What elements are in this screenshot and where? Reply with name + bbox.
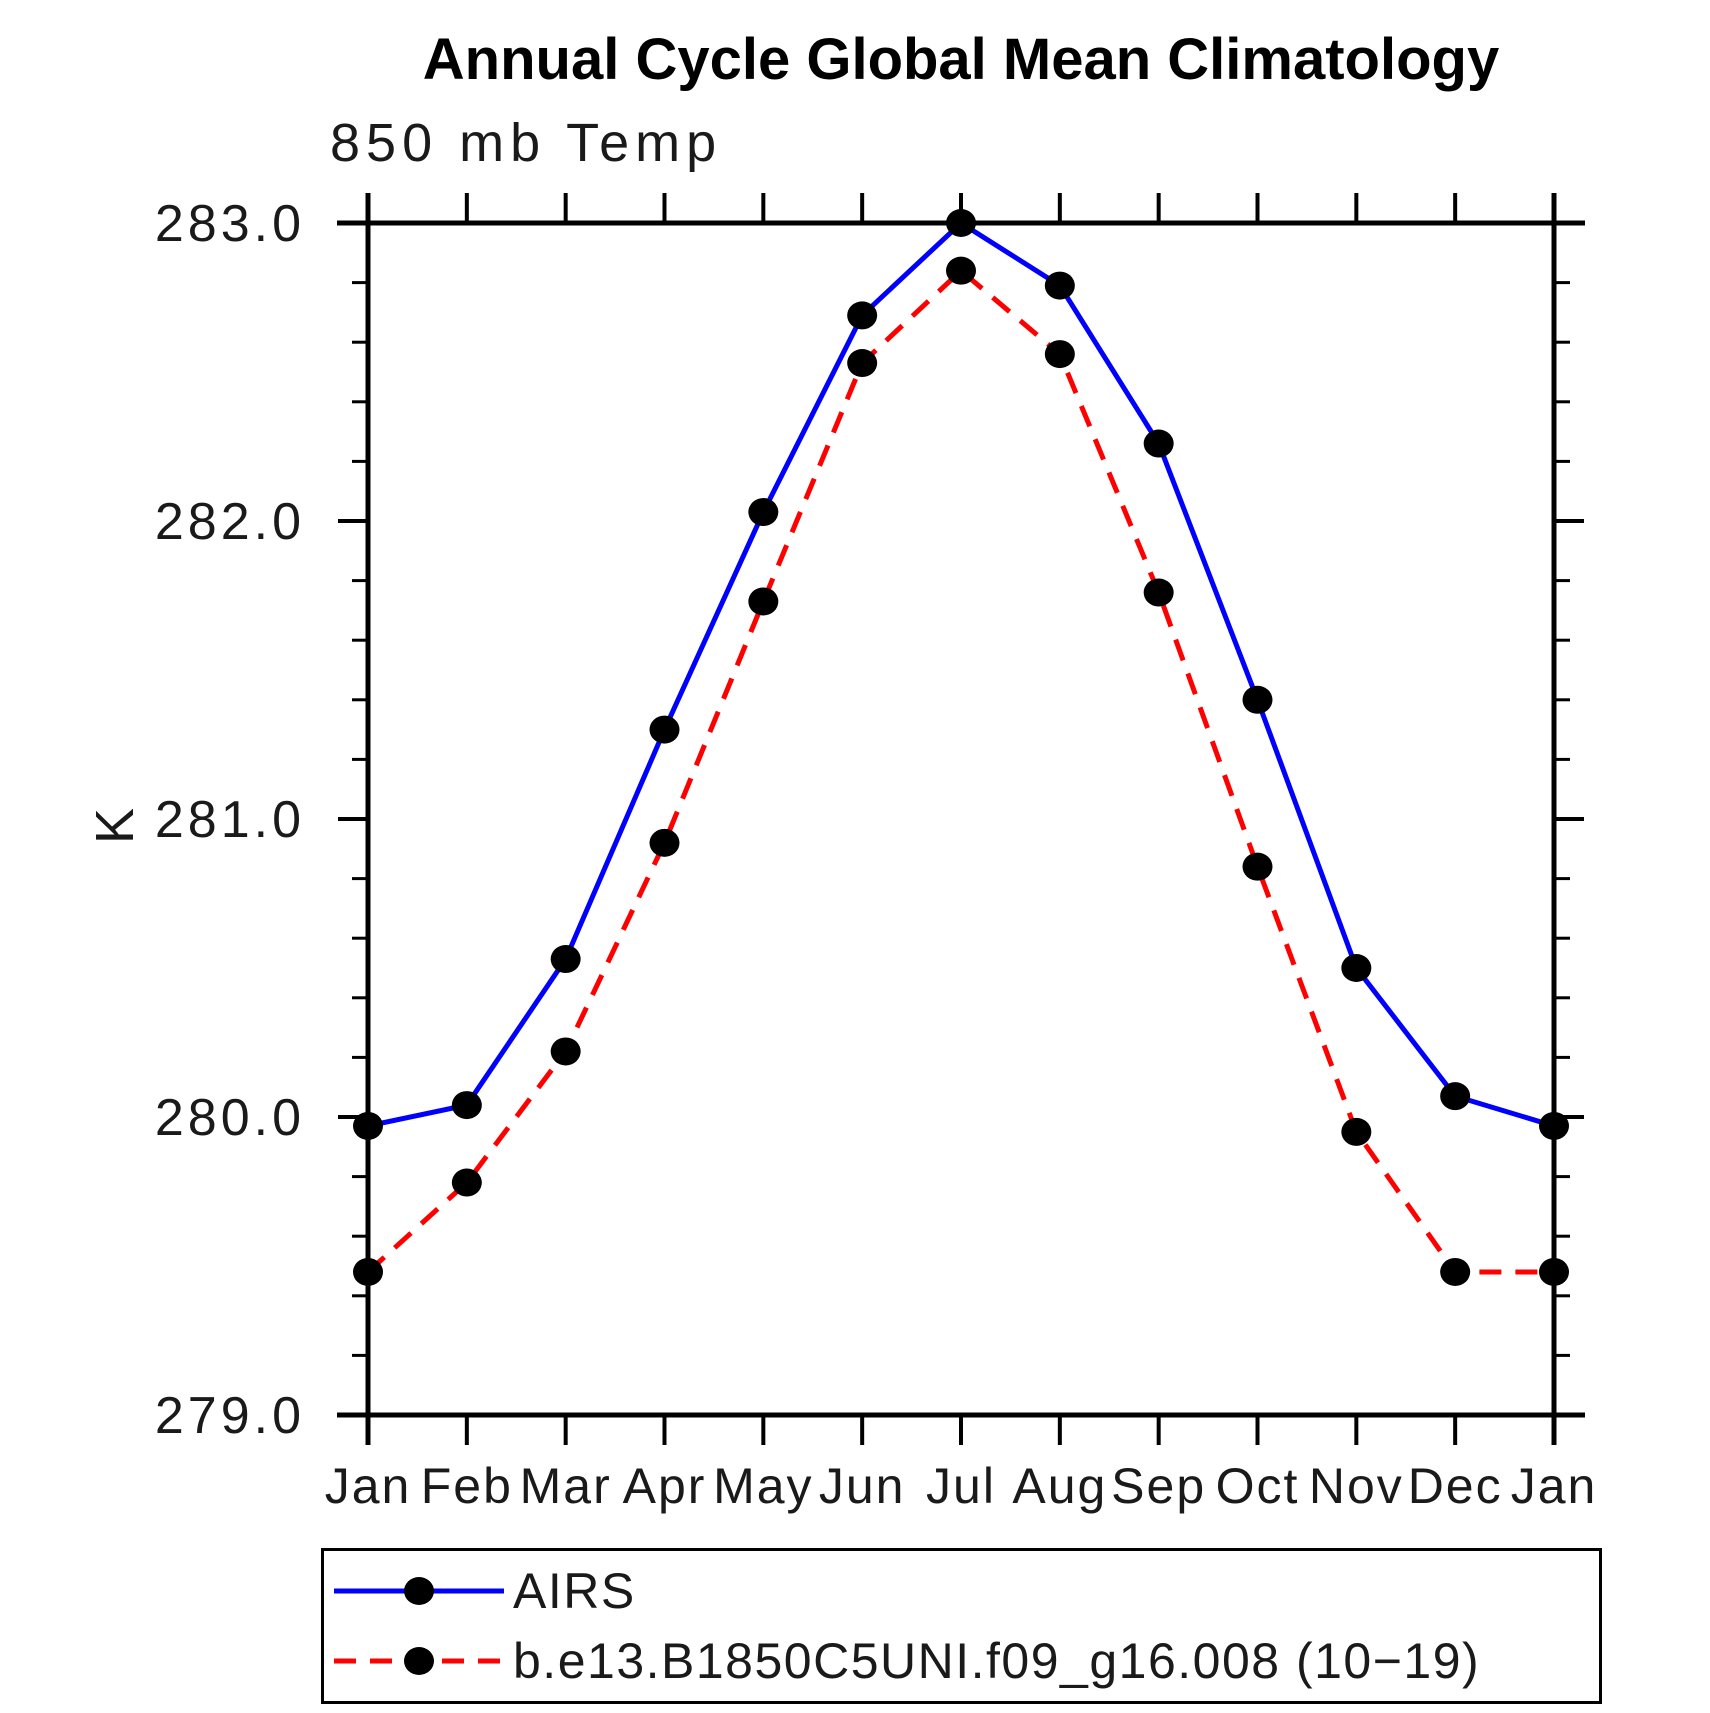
data-point-marker xyxy=(847,301,878,330)
y-tick-label: 280.0 xyxy=(155,1089,305,1147)
x-tick-label: Jul xyxy=(926,1458,996,1514)
data-point-marker xyxy=(649,715,680,744)
series-line-1 xyxy=(366,267,1554,1275)
legend-label-airs: AIRS xyxy=(513,1563,636,1619)
data-point-marker xyxy=(1044,340,1075,369)
legend: AIRS b.e13.B1850C5UNI.f09_g16.008 (10−19… xyxy=(321,1548,1602,1704)
y-tick-label: 283.0 xyxy=(155,195,305,253)
x-tick-label: Apr xyxy=(623,1458,707,1514)
y-tick-label: 281.0 xyxy=(155,791,305,849)
data-point-marker xyxy=(946,209,976,237)
data-point-marker xyxy=(1143,578,1174,607)
legend-row-airs: AIRS xyxy=(331,1560,1599,1622)
data-point-marker xyxy=(748,587,779,616)
x-tick-label: Jan xyxy=(1511,1458,1598,1514)
data-point-marker xyxy=(1539,1111,1569,1140)
data-point-marker xyxy=(451,1168,482,1197)
data-point-marker xyxy=(1242,852,1273,881)
x-tick-label: Dec xyxy=(1408,1458,1503,1514)
legend-sample-model-line xyxy=(334,1647,504,1675)
data-point-marker xyxy=(1341,954,1372,982)
data-point-marker xyxy=(1242,685,1273,714)
chart-subtitle: 850 mb Temp xyxy=(330,113,723,173)
x-tick-label: Mar xyxy=(520,1458,612,1514)
x-tick-label: Aug xyxy=(1012,1458,1107,1514)
x-tick-label: Jan xyxy=(325,1458,412,1514)
chart-title: Annual Cycle Global Mean Climatology xyxy=(422,27,1500,92)
y-tick-label: 279.0 xyxy=(155,1387,305,1445)
series-line-0 xyxy=(367,219,1555,1129)
data-point-marker xyxy=(1440,1257,1471,1286)
data-point-marker xyxy=(550,1037,581,1066)
y-tick-label: 282.0 xyxy=(155,493,305,551)
data-point-marker xyxy=(1539,1257,1569,1286)
legend-marker xyxy=(404,1647,434,1675)
legend-marker xyxy=(404,1577,434,1605)
data-point-marker xyxy=(1044,271,1075,300)
x-tick-label: Nov xyxy=(1309,1458,1404,1514)
x-tick-label: Oct xyxy=(1216,1458,1300,1514)
legend-sample-airs-line xyxy=(334,1577,504,1605)
data-point-marker xyxy=(353,1257,383,1286)
data-point-marker xyxy=(353,1111,383,1140)
data-point-marker xyxy=(1143,429,1174,458)
data-point-marker xyxy=(1341,1117,1372,1146)
x-tick-label: Feb xyxy=(421,1458,513,1514)
x-tick-label: May xyxy=(713,1458,813,1514)
data-point-marker xyxy=(946,256,976,285)
data-point-marker xyxy=(748,498,779,527)
data-point-marker xyxy=(847,349,878,378)
data-point-marker xyxy=(649,828,680,857)
x-tick-label: Sep xyxy=(1111,1458,1206,1514)
data-point-marker xyxy=(451,1091,482,1120)
data-point-marker xyxy=(1440,1082,1471,1111)
legend-row-model: b.e13.B1850C5UNI.f09_g16.008 (10−19) xyxy=(331,1630,1599,1692)
data-point-marker xyxy=(550,945,581,974)
x-tick-label: Jun xyxy=(819,1458,906,1514)
legend-label-model: b.e13.B1850C5UNI.f09_g16.008 (10−19) xyxy=(513,1633,1481,1689)
